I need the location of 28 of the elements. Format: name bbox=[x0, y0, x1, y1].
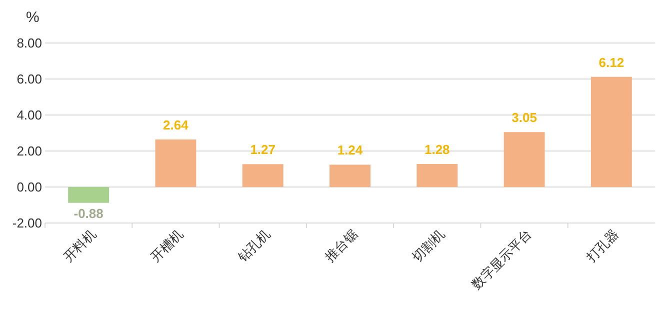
x-tick-label: 钻孔机 bbox=[234, 226, 273, 266]
y-tick-label: 4.00 bbox=[16, 108, 42, 123]
bar bbox=[155, 139, 196, 187]
data-label: 2.64 bbox=[163, 117, 190, 132]
bar bbox=[504, 132, 545, 187]
data-label: 1.27 bbox=[250, 142, 276, 158]
data-label: 1.28 bbox=[424, 142, 450, 157]
y-tick-label: 6.00 bbox=[16, 72, 42, 87]
y-tick-label: 2.00 bbox=[16, 144, 42, 159]
bar bbox=[330, 164, 370, 187]
bar bbox=[416, 164, 458, 187]
data-label: -0.88 bbox=[74, 206, 104, 221]
bar bbox=[242, 164, 284, 187]
x-tick-label: 开料机 bbox=[60, 226, 99, 265]
data-label: 6.12 bbox=[598, 54, 624, 70]
y-tick-label: -2.00 bbox=[12, 216, 42, 231]
data-label: 3.05 bbox=[512, 110, 537, 126]
bar bbox=[590, 76, 632, 187]
x-tick-label: 推台锯 bbox=[322, 226, 360, 265]
x-tick-label: 切割机 bbox=[409, 226, 448, 265]
y-tick-label: 0.00 bbox=[16, 180, 42, 195]
data-label: 1.24 bbox=[337, 142, 364, 158]
y-axis-title: % bbox=[26, 9, 40, 26]
x-tick-label: 数字显示平台 bbox=[468, 226, 534, 292]
x-tick-label: 开槽机 bbox=[148, 226, 186, 265]
bar bbox=[68, 187, 110, 203]
y-tick-label: 8.00 bbox=[16, 36, 42, 51]
x-tick-label: 打孔器 bbox=[582, 226, 622, 266]
